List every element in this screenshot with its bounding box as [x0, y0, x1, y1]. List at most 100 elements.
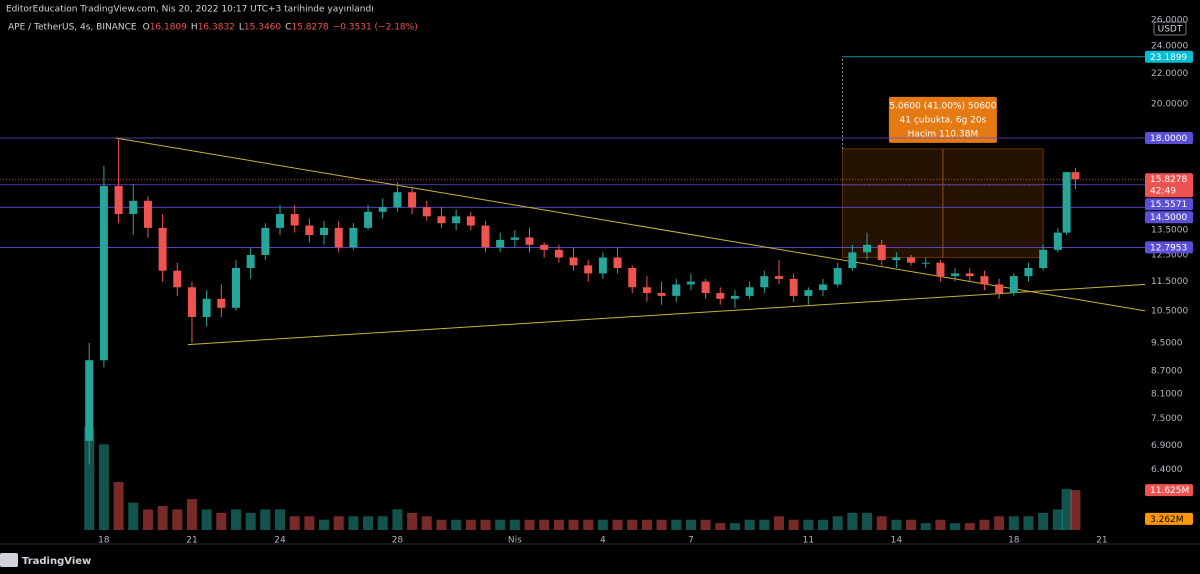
volume-bar — [348, 516, 359, 530]
volume-bar — [142, 509, 153, 530]
logo-icon — [0, 553, 18, 567]
x-tick-label: 18 — [98, 536, 110, 546]
legend-value: 15.3460 — [244, 23, 281, 33]
volume-bar — [1008, 516, 1019, 530]
volume-bar — [832, 516, 843, 530]
volume-bar — [201, 509, 212, 530]
legend-value: 16.1809 — [150, 23, 187, 33]
volume-bar — [553, 519, 564, 530]
candle-body — [85, 360, 94, 441]
candle-body — [1039, 249, 1048, 268]
volume-bar — [509, 519, 520, 530]
candle-body — [510, 237, 519, 240]
volume-bar — [245, 512, 256, 530]
volume-bar — [319, 519, 330, 530]
legend-key: L — [239, 23, 244, 33]
volume-badge — [1145, 512, 1193, 525]
candle-body — [1062, 172, 1071, 233]
volume-bar — [979, 519, 990, 530]
volume-badge-label: 11.625M — [1150, 486, 1189, 496]
candle-body — [466, 216, 475, 226]
candle-body — [481, 225, 490, 248]
volume-bar — [920, 523, 931, 530]
volume-bar — [700, 519, 711, 530]
price-badge-label: 18.0000 — [1150, 134, 1187, 144]
candle-body — [305, 225, 314, 236]
volume-bar — [304, 516, 315, 530]
volume-bar — [964, 523, 975, 530]
candle-body — [334, 227, 343, 248]
candle-body — [951, 273, 960, 277]
candle-body — [848, 252, 857, 268]
candle-body — [642, 287, 651, 293]
y-tick-label: 6.9000 — [1151, 441, 1183, 451]
volume-bar — [612, 519, 623, 530]
y-tick-label: 9.5000 — [1151, 338, 1183, 348]
x-tick-label: 11 — [803, 536, 814, 546]
measure-label: 41 çubukta, 6g 20s — [900, 115, 987, 125]
candle-body — [364, 211, 373, 228]
volume-bar — [186, 499, 197, 530]
volume-bar — [98, 444, 109, 530]
volume-bar — [759, 519, 770, 530]
price-badge-label: 15.8278 — [1150, 175, 1187, 185]
price-badge — [1145, 198, 1193, 211]
candle-body — [452, 216, 461, 224]
volume-bar — [788, 519, 799, 530]
legend-key: C — [285, 23, 291, 33]
x-tick-label: Nis — [508, 536, 522, 546]
volume-bar — [1061, 488, 1072, 530]
candle-body — [1009, 276, 1018, 293]
currency: USDT — [1158, 25, 1183, 35]
volume-bar — [876, 516, 887, 530]
price-badge — [1145, 50, 1193, 63]
candle-body — [657, 292, 666, 296]
candle-body — [1071, 172, 1080, 180]
volume-bar — [994, 516, 1005, 530]
y-tick-label: 8.1000 — [1151, 390, 1183, 400]
volume-bar — [275, 509, 286, 530]
legend-value: 15.8278 — [291, 23, 328, 33]
price-badge-label: 15.5571 — [1150, 200, 1187, 210]
volume-bar — [671, 519, 682, 530]
volume-bar — [363, 516, 374, 530]
y-tick-label: 22.0000 — [1151, 69, 1188, 79]
measure-label: 5.0600 (41.00%) 50600 — [889, 101, 996, 111]
candle-body — [158, 227, 167, 271]
y-tick-label: 11.5000 — [1151, 277, 1188, 287]
price-badge-label: 14.5000 — [1150, 213, 1187, 223]
measure-label: Hacim 110.38M — [908, 129, 979, 139]
legend-key: O — [143, 23, 150, 33]
volume-bar — [847, 512, 858, 530]
volume-bar — [216, 512, 227, 530]
logo: TradingView — [22, 556, 91, 567]
candle-body — [187, 287, 196, 317]
volume-bar — [436, 519, 447, 530]
candle-body — [437, 216, 446, 224]
price-badge — [1145, 173, 1193, 198]
candle-body — [804, 290, 813, 296]
volume-bar — [935, 519, 946, 530]
y-tick-label: 7.5000 — [1151, 414, 1183, 424]
price-badge-label: 23.1899 — [1150, 53, 1187, 63]
candle-body — [980, 276, 989, 285]
trendline — [115, 137, 1146, 312]
volume-bar — [480, 519, 491, 530]
candle-body — [246, 254, 255, 268]
volume-bar — [685, 519, 696, 530]
candle-body — [774, 276, 783, 279]
y-tick-label: 20.0000 — [1151, 100, 1188, 110]
candle-body — [554, 249, 563, 258]
legend-symbol: APE / TetherUS, 4s, BINANCE — [8, 23, 137, 33]
x-tick-label: 18 — [1008, 536, 1020, 546]
candle-body — [686, 281, 695, 285]
candle-body — [701, 281, 710, 293]
candle-body — [540, 244, 549, 250]
volume-bar — [84, 427, 95, 530]
candle-body — [921, 262, 930, 264]
candle-body — [1053, 232, 1062, 250]
legend-value: 16.3832 — [198, 23, 235, 33]
volume-bar — [465, 519, 476, 530]
volume-bar — [627, 519, 638, 530]
volume-bar — [583, 519, 594, 530]
